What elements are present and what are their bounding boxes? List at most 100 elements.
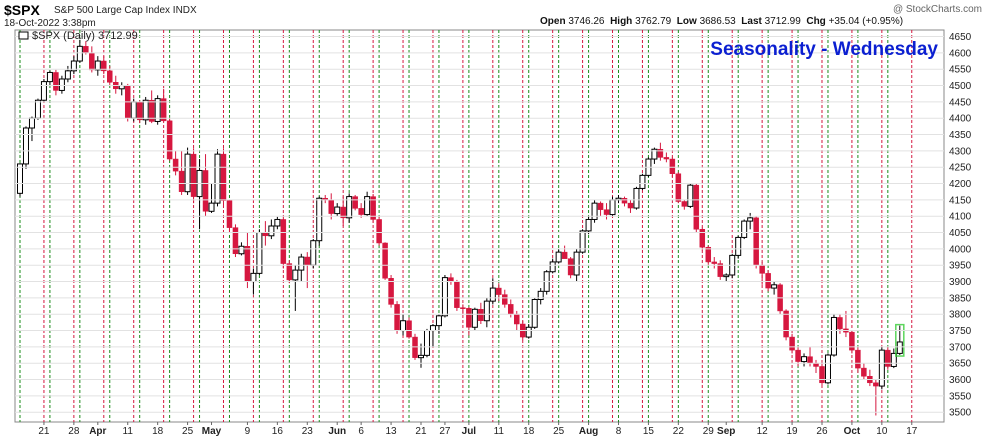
candle-body xyxy=(466,308,472,328)
candle-body xyxy=(687,184,694,207)
candle-body xyxy=(496,287,502,295)
candle-body xyxy=(304,256,311,266)
candle-body xyxy=(76,45,83,62)
last-label: Last xyxy=(741,16,762,27)
last-candle-highlight xyxy=(895,323,905,357)
x-tick-label: 16 xyxy=(272,426,284,437)
candle-body xyxy=(633,187,640,209)
candle-body xyxy=(537,290,544,301)
candle-body xyxy=(460,307,466,309)
candle-body xyxy=(597,202,604,210)
y-tick-label: 4250 xyxy=(949,163,972,174)
y-tick-label: 4150 xyxy=(949,195,972,206)
candle-body xyxy=(328,199,334,214)
candle-body xyxy=(717,263,723,277)
candle-body xyxy=(855,349,861,369)
candle-body xyxy=(699,229,706,248)
candle-body xyxy=(202,170,209,212)
candle-body xyxy=(483,300,490,322)
candle-body xyxy=(801,356,808,363)
x-tick-label: 28 xyxy=(68,426,80,437)
candle-body xyxy=(64,70,71,80)
x-axis: 21 28 Apr 11 18 25 May 9 16 23 Jun 6 13 21 27 Jul 11 18 25… xyxy=(38,422,918,437)
candle-body xyxy=(17,163,23,194)
candle-body xyxy=(346,196,353,219)
candle-body xyxy=(274,218,281,227)
x-tick-label: 6 xyxy=(358,426,364,437)
candle-body xyxy=(423,330,430,356)
symbol: $SPX xyxy=(4,2,40,18)
candle-body xyxy=(406,320,412,338)
candle-body xyxy=(824,354,831,384)
candle-body xyxy=(502,294,508,305)
x-tick-label: 11 xyxy=(494,426,505,437)
candle-body xyxy=(489,287,496,302)
candle-body xyxy=(441,277,448,317)
candle-body xyxy=(711,261,718,264)
candle-body xyxy=(753,217,759,266)
candle-body xyxy=(735,236,742,256)
x-tick-label: 12 xyxy=(757,426,769,437)
candle-body xyxy=(298,256,305,271)
candle-body xyxy=(454,281,460,308)
x-tick-label: 26 xyxy=(816,426,828,437)
candle-body xyxy=(107,70,113,83)
candle-body xyxy=(89,52,95,71)
y-tick-label: 4050 xyxy=(949,228,972,239)
candle-body xyxy=(53,72,59,91)
candle-body xyxy=(417,354,424,359)
candle-body xyxy=(70,60,77,72)
candle-body xyxy=(861,367,867,377)
candle-body xyxy=(873,382,879,387)
candle-body xyxy=(890,352,897,367)
open-label: Open xyxy=(540,16,566,27)
x-tick-label: 25 xyxy=(553,426,565,437)
symbol-description: S&P 500 Large Cap Index INDX xyxy=(54,5,197,16)
x-tick-label: Jun xyxy=(328,426,346,437)
x-tick-label: Aug xyxy=(579,426,598,437)
legend-label: $SPX (Daily) 3712.99 xyxy=(32,30,138,42)
y-tick-label: 4450 xyxy=(949,97,972,108)
candle-body xyxy=(448,277,454,282)
candle-body xyxy=(130,101,137,119)
candle-body xyxy=(220,153,227,201)
candle-body xyxy=(286,263,293,281)
candle-body xyxy=(681,201,688,207)
low-value: 3686.53 xyxy=(699,16,736,27)
legend: $SPX (Daily) 3712.99 xyxy=(18,30,138,42)
candle-body xyxy=(160,98,167,122)
y-tick-label: 4650 xyxy=(949,32,972,43)
candle-body xyxy=(394,304,400,331)
candle-body xyxy=(759,264,765,274)
x-tick-label: Sep xyxy=(717,426,735,437)
watermark: @ StockCharts.com xyxy=(892,4,982,15)
candle-body xyxy=(190,153,197,197)
x-tick-label: Jul xyxy=(462,426,477,437)
candle-body xyxy=(663,157,670,160)
candle-body xyxy=(567,258,574,276)
candle-body xyxy=(657,148,664,158)
chart-title: Seasonality - Wednesday xyxy=(710,39,938,60)
x-tick-label: 10 xyxy=(876,426,888,437)
y-tick-label: 4200 xyxy=(949,179,972,190)
candle-body xyxy=(136,101,143,121)
candle-body xyxy=(609,199,616,216)
candle-body xyxy=(244,246,251,282)
y-tick-label: 3600 xyxy=(949,375,972,386)
y-tick-label: 3750 xyxy=(949,326,972,337)
candle-body xyxy=(94,60,101,71)
candle-body xyxy=(555,251,562,263)
candle-body xyxy=(471,308,478,328)
legend-swatch xyxy=(18,31,29,40)
x-tick-label: 19 xyxy=(787,426,799,437)
candle-body xyxy=(40,81,47,101)
y-tick-label: 4300 xyxy=(949,146,972,157)
candle-body xyxy=(388,278,394,305)
chg-label: Chg xyxy=(806,16,826,27)
y-tick-label: 4550 xyxy=(949,65,972,76)
candle-body xyxy=(154,98,161,122)
candle-body xyxy=(352,196,358,209)
x-tick-label: Apr xyxy=(89,426,106,437)
candle-body xyxy=(508,304,514,315)
